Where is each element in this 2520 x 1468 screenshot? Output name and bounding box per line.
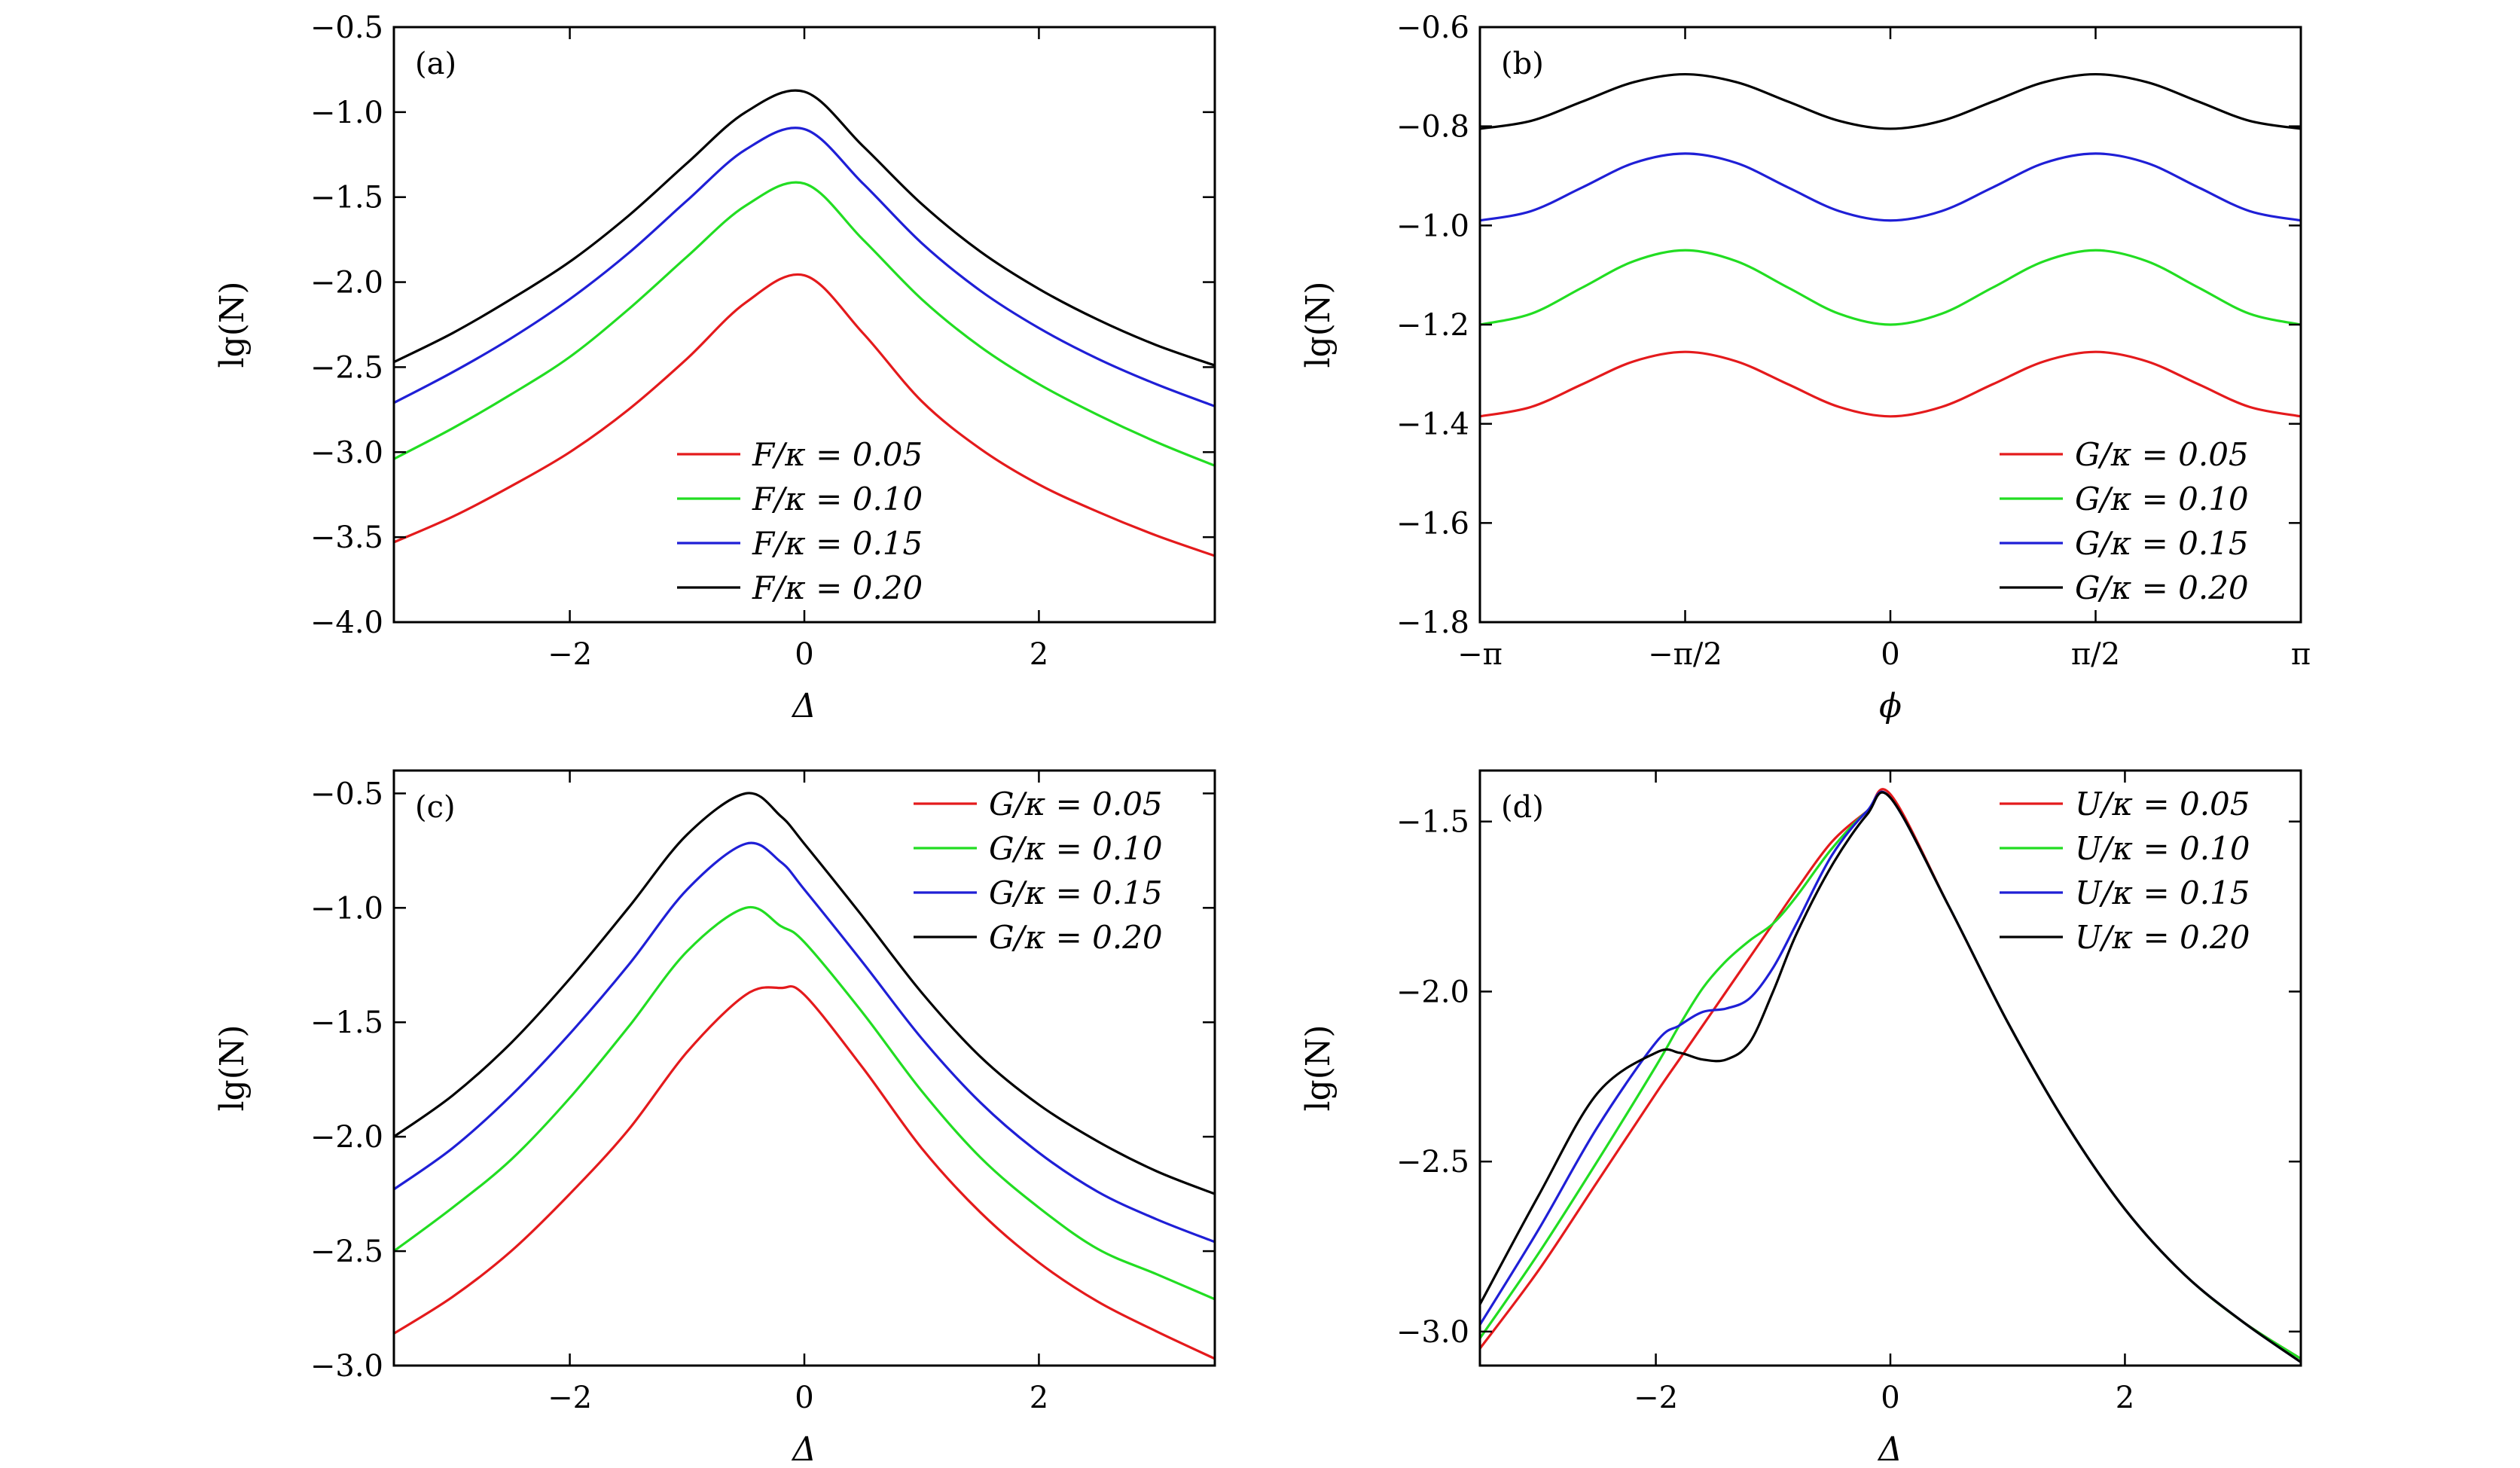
legend-label-2: G/κ = 0.10 — [2075, 481, 2249, 517]
series-line-3 — [394, 841, 1215, 1244]
y-tick-label: −2.5 — [1396, 1145, 1469, 1180]
panel-label: (d) — [1501, 790, 1544, 825]
legend-label-3: U/κ = 0.15 — [2075, 874, 2250, 911]
legend-label-1: F/κ = 0.05 — [752, 436, 923, 473]
series-line-4 — [394, 89, 1215, 367]
x-axis-label: Δ — [1877, 1430, 1902, 1468]
x-tick-label: −2 — [548, 1381, 592, 1415]
series-line-3 — [394, 127, 1215, 407]
y-tick-label: −2.5 — [310, 1235, 383, 1269]
legend-label-1: G/κ = 0.05 — [2075, 436, 2249, 473]
series-group — [394, 89, 1215, 557]
x-tick-label: 2 — [1030, 637, 1048, 672]
y-tick-label: −1.0 — [310, 891, 383, 926]
y-tick-label: −4.0 — [310, 606, 383, 640]
series-line-2 — [394, 905, 1215, 1301]
y-tick-label: −1.2 — [1396, 308, 1469, 343]
series-line-4 — [394, 792, 1215, 1195]
y-tick-label: −1.5 — [1396, 805, 1469, 840]
legend: G/κ = 0.05 G/κ = 0.10 G/κ = 0.15 G/κ = 0.20 — [2000, 436, 2249, 606]
y-tick-label: −2.0 — [310, 266, 383, 301]
legend-label-2: G/κ = 0.10 — [989, 830, 1163, 867]
y-tick-label: −1.4 — [1396, 407, 1469, 442]
y-tick-label: −1.0 — [1396, 209, 1469, 243]
series-line-4 — [1480, 791, 2301, 1364]
y-axis-label: lg(N) — [1299, 281, 1338, 368]
x-tick-label: −π/2 — [1648, 637, 1722, 672]
legend-label-4: U/κ = 0.20 — [2075, 919, 2250, 956]
x-tick-label: 0 — [1881, 1381, 1899, 1415]
legend: U/κ = 0.05 U/κ = 0.10 U/κ = 0.15 U/κ = 0.20 — [2000, 786, 2250, 956]
legend-label-1: U/κ = 0.05 — [2075, 786, 2250, 823]
x-tick-label: π — [2291, 637, 2311, 672]
y-tick-label: −1.6 — [1396, 506, 1469, 541]
y-axis-label: lg(N) — [213, 1024, 252, 1111]
y-tick-label: −1.0 — [310, 96, 383, 130]
series-line-2 — [1480, 249, 2301, 326]
x-tick-label: 0 — [795, 1381, 813, 1415]
x-axis-label: Δ — [791, 687, 816, 725]
legend-label-3: G/κ = 0.15 — [989, 874, 1163, 911]
x-tick-label: −2 — [548, 637, 592, 672]
y-tick-label: −2.0 — [310, 1120, 383, 1155]
x-tick-label: π/2 — [2071, 637, 2120, 672]
series-group — [394, 792, 1215, 1360]
legend-label-4: G/κ = 0.20 — [2075, 569, 2249, 606]
series-group — [1480, 72, 2301, 418]
x-tick-label: −2 — [1634, 1381, 1678, 1415]
legend-label-4: G/κ = 0.20 — [989, 919, 1163, 956]
series-line-1 — [1480, 350, 2301, 418]
legend-label-4: F/κ = 0.20 — [752, 569, 923, 606]
x-tick-label: −π — [1457, 637, 1503, 672]
legend-label-2: F/κ = 0.10 — [752, 481, 923, 517]
series-line-1 — [394, 273, 1215, 557]
panel-label: (b) — [1501, 47, 1544, 81]
y-tick-label: −0.8 — [1396, 110, 1469, 145]
y-tick-label: −3.0 — [310, 435, 383, 470]
legend-label-2: U/κ = 0.10 — [2075, 830, 2250, 867]
x-tick-label: 0 — [795, 637, 813, 672]
y-tick-label: −0.5 — [310, 11, 383, 45]
y-tick-label: −3.0 — [1396, 1315, 1469, 1350]
y-tick-label: −3.0 — [310, 1349, 383, 1384]
y-tick-label: −1.5 — [310, 181, 383, 215]
panel-label: (c) — [415, 790, 456, 825]
y-axis-label: lg(N) — [213, 281, 252, 368]
legend-label-1: G/κ = 0.05 — [989, 786, 1163, 823]
y-tick-label: −3.5 — [310, 520, 383, 555]
legend-label-3: G/κ = 0.15 — [2075, 525, 2249, 562]
y-tick-label: −2.5 — [310, 350, 383, 385]
legend-label-3: F/κ = 0.15 — [752, 525, 923, 562]
panel-b: −π −π/2 0 π/2 π −1.8 −1.6 −1.4 −1.2 −1.0 −0.8 −0.6 ϕ… — [1299, 11, 2311, 725]
series-line-1 — [394, 984, 1215, 1360]
series-line-3 — [1480, 152, 2301, 222]
panel-label: (a) — [415, 47, 456, 81]
legend: G/κ = 0.05 G/κ = 0.10 G/κ = 0.15 G/κ = 0.20 — [914, 786, 1163, 956]
y-axis-label: lg(N) — [1299, 1024, 1338, 1111]
series-line-4 — [1480, 72, 2301, 130]
series-line-2 — [394, 181, 1215, 467]
series-group — [1480, 788, 2301, 1364]
panel-a: −2 0 2 −4.0 −3.5 −3.0 −2.5 −2.0 −1.5 −1.0 −0.5 Δlg(… — [213, 11, 1216, 725]
x-tick-label: 0 — [1881, 637, 1899, 672]
y-tick-label: −0.5 — [310, 777, 383, 811]
x-axis-label: ϕ — [1879, 687, 1902, 725]
x-tick-label: 2 — [2116, 1381, 2134, 1415]
y-tick-label: −1.8 — [1396, 606, 1469, 640]
legend: F/κ = 0.05 F/κ = 0.10 F/κ = 0.15 F/κ = 0.20 — [677, 436, 923, 606]
x-tick-label: 2 — [1030, 1381, 1048, 1415]
panel-c: −2 0 2 −3.0 −2.5 −2.0 −1.5 −1.0 −0.5 Δlg(N) (c) G/κ… — [213, 769, 1216, 1468]
y-tick-label: −1.5 — [310, 1006, 383, 1040]
x-axis-label: Δ — [791, 1430, 816, 1468]
y-tick-label: −0.6 — [1396, 11, 1469, 45]
y-tick-label: −2.0 — [1396, 975, 1469, 1009]
